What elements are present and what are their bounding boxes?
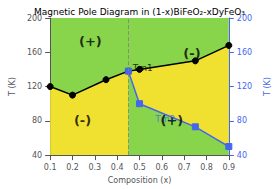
svg-text:T (K): T (K) [263, 77, 272, 97]
svg-text:0.6: 0.6 [155, 163, 168, 172]
svg-text:0.8: 0.8 [200, 163, 213, 172]
svg-text:0.4: 0.4 [111, 163, 124, 172]
svg-text:(-): (-) [74, 113, 91, 128]
svg-text:80: 80 [32, 116, 42, 125]
svg-text:40: 40 [237, 151, 247, 160]
svg-text:120: 120 [27, 82, 42, 91]
svg-text:0.2: 0.2 [66, 163, 79, 172]
svg-text:0.5: 0.5 [133, 163, 146, 172]
svg-text:0.1: 0.1 [44, 163, 57, 172]
svg-text:200: 200 [26, 13, 43, 23]
svg-text:160: 160 [27, 48, 42, 57]
svg-text:(-): (-) [183, 46, 200, 61]
svg-text:0.3: 0.3 [88, 163, 101, 172]
svg-text:160: 160 [237, 48, 252, 57]
svg-text:80: 80 [237, 116, 247, 125]
svg-text:120: 120 [237, 82, 252, 91]
svg-text:T (K): T (K) [8, 77, 17, 97]
svg-text:Magnetic Pole Diagram in (1-x): Magnetic Pole Diagram in (1-x)BiFeO₂-xDy… [34, 7, 245, 17]
svg-text:40: 40 [32, 151, 42, 160]
svg-text:Composition (x): Composition (x) [108, 176, 171, 185]
svg-text:0.9: 0.9 [222, 163, 235, 172]
svg-text:(+): (+) [160, 113, 183, 128]
svg-text:Tm1: Tm1 [132, 63, 153, 73]
svg-text:(+): (+) [79, 34, 102, 49]
svg-text:0.7: 0.7 [178, 163, 191, 172]
svg-text:200: 200 [236, 13, 253, 23]
